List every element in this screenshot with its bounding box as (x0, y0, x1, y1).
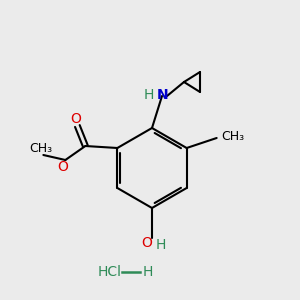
Text: N: N (157, 88, 169, 102)
Text: O: O (70, 112, 81, 126)
Text: O: O (142, 236, 152, 250)
Text: H: H (156, 238, 166, 252)
Text: O: O (57, 160, 68, 174)
Text: H: H (144, 88, 154, 102)
Text: CH₃: CH₃ (29, 142, 52, 155)
Text: H: H (143, 265, 153, 279)
Text: HCl: HCl (98, 265, 122, 279)
Text: CH₃: CH₃ (222, 130, 245, 142)
